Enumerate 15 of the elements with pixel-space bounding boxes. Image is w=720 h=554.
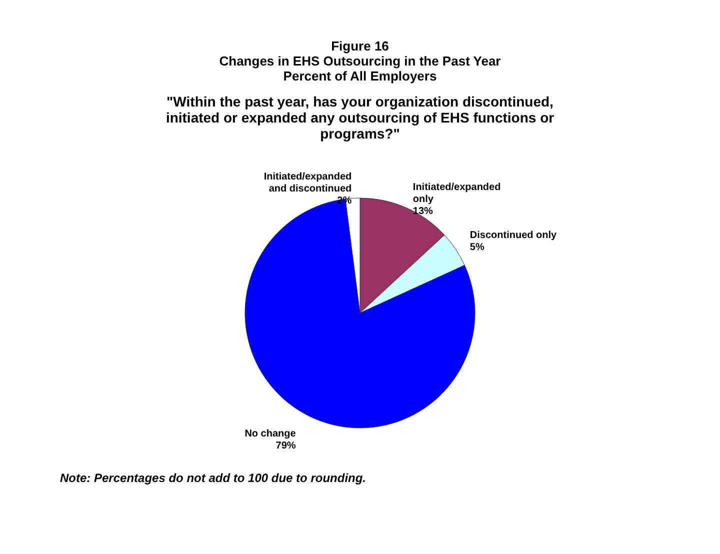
slice-label: No change xyxy=(244,428,296,440)
data-label: 79% xyxy=(276,440,296,452)
data-label: 13% xyxy=(412,206,434,218)
slice-label: Discontinued only xyxy=(470,230,558,241)
text: Note: Percentages do not add to 100 due to rounding. xyxy=(60,471,366,485)
text: Changes in EHS Outsourcing in the Past Year xyxy=(219,53,501,68)
text: programs?" xyxy=(320,125,400,142)
text: Figure 16 xyxy=(331,38,389,54)
text: initiated or expanded any outsourcing of EHS functions or xyxy=(166,109,554,126)
slice-label: Initiated/expanded and discontinued xyxy=(264,171,352,194)
slice-label: Initiated/expanded only xyxy=(412,182,501,206)
data-label: 5% xyxy=(470,242,484,253)
data-label: 2% xyxy=(337,195,352,206)
text: Percent of All Employers xyxy=(283,68,437,84)
text: "Within the past year, has your organization discontinued, xyxy=(166,93,554,110)
